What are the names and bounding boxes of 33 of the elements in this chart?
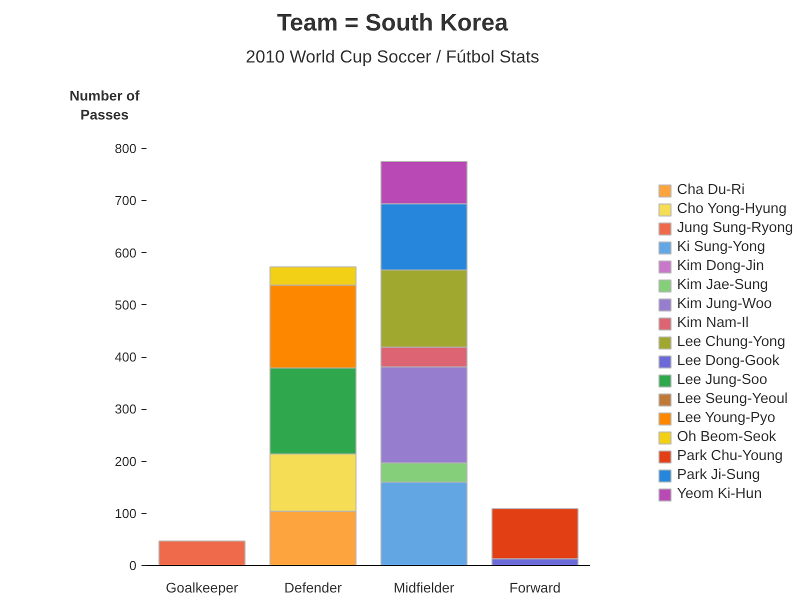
x-tick-label: Defender xyxy=(284,580,342,596)
x-tick-label: Forward xyxy=(509,580,561,596)
chart-subtitle: 2010 World Cup Soccer / Fútbol Stats xyxy=(246,46,540,66)
y-tick-label: 0 xyxy=(129,558,137,573)
y-tick-label: 200 xyxy=(114,454,137,469)
y-tick-label: 300 xyxy=(114,402,137,417)
legend-label: Cho Yong-Hyung xyxy=(677,201,787,217)
y-tick-label: 500 xyxy=(114,297,137,312)
legend-label: Lee Seung-Yeoul xyxy=(677,391,788,407)
chart-title: Team = South Korea xyxy=(277,10,509,36)
legend-label: Lee Dong-Gook xyxy=(677,353,780,369)
legend-label: Kim Nam-Il xyxy=(677,315,749,331)
y-tick-label: 100 xyxy=(114,506,137,521)
y-axis-title: Number of Passes xyxy=(70,88,140,123)
y-tick-label: 800 xyxy=(114,141,137,156)
legend-label: Lee Young-Pyo xyxy=(677,410,776,426)
legend-label: Park Ji-Sung xyxy=(677,467,760,483)
y-tick-label: 700 xyxy=(114,193,137,208)
y-tick-label: 600 xyxy=(114,245,137,260)
legend-label: Cha Du-Ri xyxy=(677,182,745,198)
x-tick-label: Goalkeeper xyxy=(166,580,239,596)
legend-label: Lee Jung-Soo xyxy=(677,372,768,388)
legend-label: Park Chu-Young xyxy=(677,448,783,464)
y-tick-label: 400 xyxy=(114,350,137,364)
legend-label: Kim Jae-Sung xyxy=(677,277,768,293)
legend-label: Ki Sung-Yong xyxy=(677,239,766,255)
legend-label: Jung Sung-Ryong xyxy=(677,220,794,236)
legend-label: Kim Dong-Jin xyxy=(677,258,764,274)
legend-label: Lee Chung-Yong xyxy=(677,334,786,350)
legend-label: Oh Beom-Seok xyxy=(677,429,776,445)
legend-label: Kim Jung-Woo xyxy=(677,296,772,312)
legend-label: Yeom Ki-Hun xyxy=(677,486,762,502)
x-tick-label: Midfielder xyxy=(394,580,455,596)
